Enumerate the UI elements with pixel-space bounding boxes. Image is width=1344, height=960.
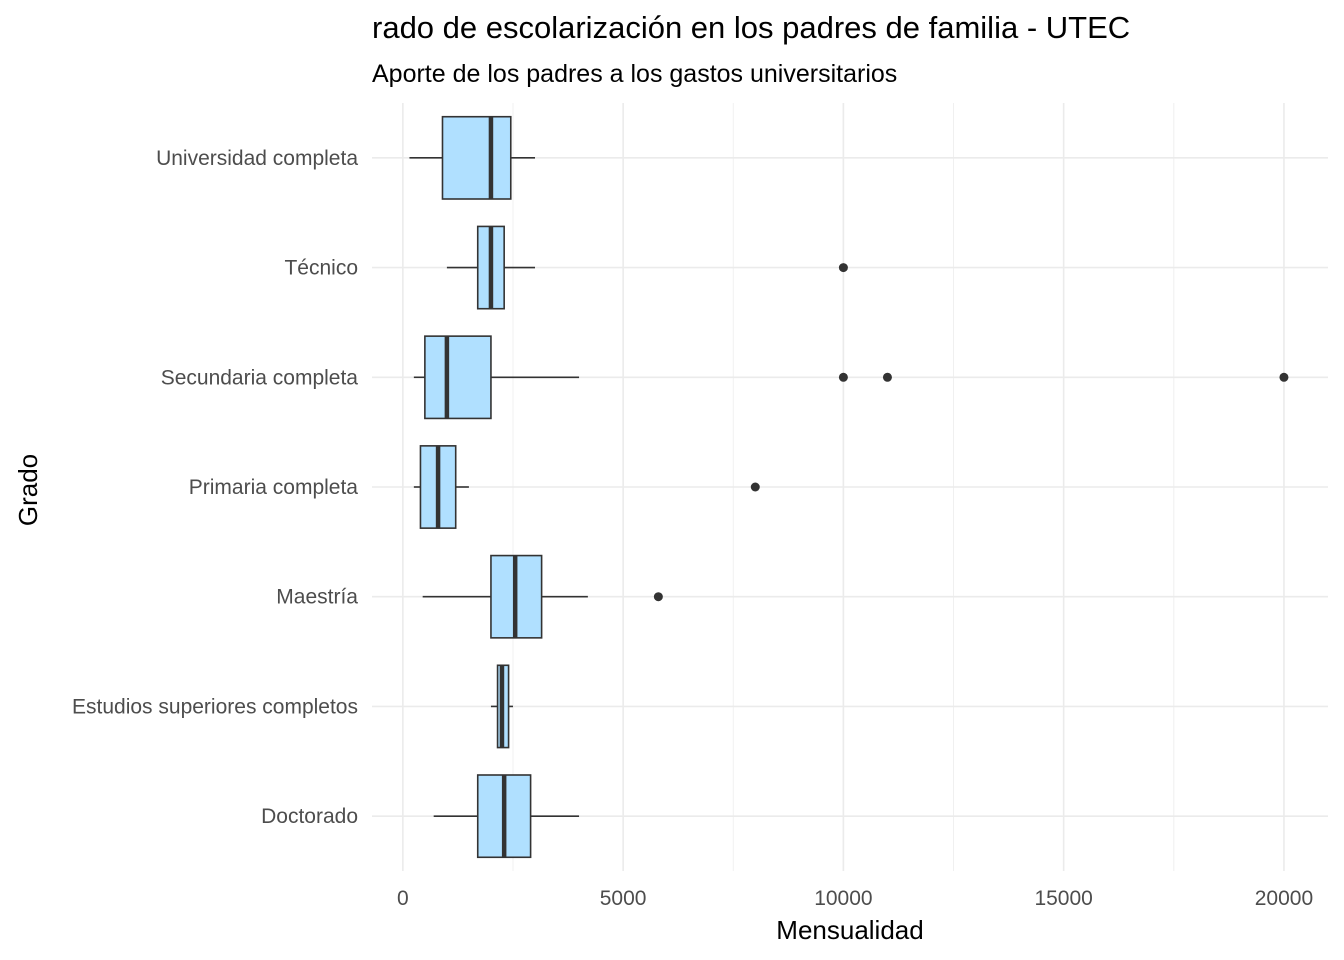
outlier-point xyxy=(882,372,892,382)
box-estudios-superiores-completos xyxy=(490,664,513,749)
x-tick-label: 20000 xyxy=(1255,887,1313,910)
outlier-point xyxy=(838,263,848,273)
iqr-box xyxy=(441,115,512,200)
x-axis-title: Mensualidad xyxy=(776,915,923,945)
iqr-box xyxy=(424,335,492,420)
outlier-point xyxy=(750,482,760,492)
box-universidad-completa xyxy=(409,115,536,200)
box-maestría xyxy=(422,554,663,639)
grid-lines xyxy=(372,103,1328,871)
x-axis-ticks: 0 5000 10000 15000 20000 xyxy=(397,887,1313,910)
x-tick-label: 5000 xyxy=(600,887,647,910)
x-tick-label: 10000 xyxy=(814,887,872,910)
outlier-point xyxy=(1279,372,1289,382)
outlier-point xyxy=(653,592,663,602)
y-tick-label: Estudios superiores completos xyxy=(72,695,358,718)
box-técnico xyxy=(446,225,848,310)
x-tick-label: 0 xyxy=(397,887,409,910)
y-tick-label: Secundaria completa xyxy=(161,366,359,389)
y-tick-label: Doctorado xyxy=(261,805,358,828)
chart-subtitle: Aporte de los padres a los gastos univer… xyxy=(372,60,898,88)
box-secundaria-completa xyxy=(413,335,1289,420)
x-tick-label: 15000 xyxy=(1034,887,1092,910)
outlier-point xyxy=(838,372,848,382)
y-tick-label: Universidad completa xyxy=(156,147,358,170)
y-tick-label: Primaria completa xyxy=(189,476,359,499)
box-primaria-completa xyxy=(413,445,760,529)
y-axis-title: Grado xyxy=(13,454,43,526)
chart-title: rado de escolarización en los padres de … xyxy=(372,10,1131,45)
y-axis-ticks: Universidad completa Técnico Secundaria co… xyxy=(72,147,358,828)
box-series xyxy=(409,115,1289,859)
y-tick-label: Técnico xyxy=(284,257,358,280)
box-doctorado xyxy=(433,774,580,859)
y-tick-label: Maestría xyxy=(276,586,358,609)
